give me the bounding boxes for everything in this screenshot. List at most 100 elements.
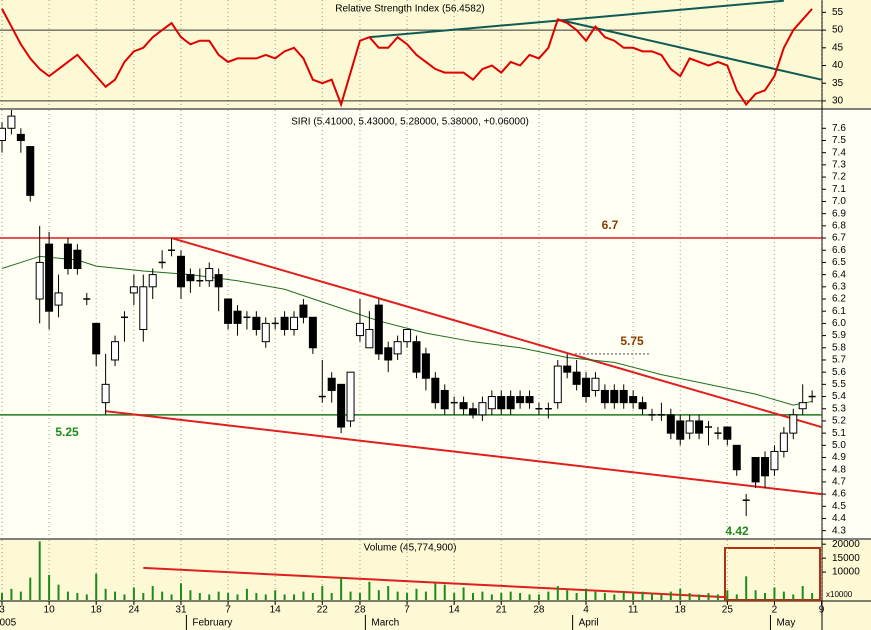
candle-body: [393, 341, 402, 355]
annotation: 5.25: [55, 425, 79, 439]
y-tick-label: 6.1: [832, 306, 846, 317]
x-tick-label: 9: [819, 605, 825, 616]
y-tick-label: 6.9: [832, 208, 846, 219]
y-tick-label: 5.2: [832, 416, 846, 427]
y-tick-label: 7.5: [832, 135, 846, 146]
candle-body: [233, 310, 242, 324]
y-tick-label: 4.6: [832, 489, 846, 500]
y-tick-label: 50: [832, 25, 844, 36]
candle-body: [421, 353, 430, 379]
candle-body: [261, 322, 270, 343]
candle-body: [431, 377, 440, 404]
y-tick-label: 5.1: [832, 428, 846, 439]
y-tick-label: 55: [832, 7, 844, 18]
candle-body: [478, 402, 487, 416]
candle-body: [497, 396, 506, 410]
candle-body: [751, 457, 760, 483]
candle-body: [129, 286, 138, 294]
annotation: 5.75: [620, 334, 644, 348]
candle-body: [35, 261, 44, 300]
candle-body: [224, 298, 233, 324]
y-tick-label: 6.0: [832, 318, 846, 329]
x-tick-label: 24: [128, 605, 140, 616]
y-tick-label: 40: [832, 60, 844, 71]
y-tick-label: 6.4: [832, 269, 846, 280]
candle-body: [695, 420, 704, 434]
trend-line: [143, 566, 728, 599]
month-label: May: [776, 618, 795, 629]
candle-body: [63, 243, 72, 270]
y-tick-label: 5.5: [832, 379, 846, 390]
candle-body: [384, 347, 393, 361]
y-tick-label: 4.9: [832, 452, 846, 463]
y-tick-label: 7.6: [832, 123, 846, 134]
x-tick-label: 2: [772, 605, 778, 616]
month-label: February: [192, 618, 232, 629]
candle-body: [685, 420, 694, 434]
x-axis-pane: [0, 602, 871, 630]
y-tick-label: 4.5: [832, 501, 846, 512]
candle-body: [111, 341, 120, 361]
candle-body: [723, 426, 732, 440]
y-tick-label: 4.3: [832, 525, 846, 536]
y-tick-label: 7.0: [832, 196, 846, 207]
candle-body: [582, 377, 591, 398]
candle-body: [280, 316, 289, 330]
y-tick-label: 5.4: [832, 391, 846, 402]
y-tick-label: 6.2: [832, 294, 846, 305]
candle-body: [186, 274, 195, 282]
candle-body: [101, 383, 110, 404]
candle-body: [412, 341, 421, 373]
candle-body: [45, 243, 54, 312]
month-label: April: [579, 618, 599, 629]
candle-body: [252, 316, 261, 330]
x-tick-label: 31: [175, 605, 187, 616]
candle-body: [563, 365, 572, 373]
candle-body: [553, 365, 562, 404]
x-tick-label: 10: [44, 605, 56, 616]
x-tick-label: 3: [0, 605, 5, 616]
y-tick-label: 5.6: [832, 367, 846, 378]
trend-line: [369, 0, 784, 39]
candle-body: [638, 402, 647, 410]
candle-body: [469, 408, 477, 416]
volume-title: Volume (45,774,900): [364, 543, 457, 554]
x-tick-label: 7: [225, 605, 231, 616]
price-title: SIRI (5.41000, 5.43000, 5.28000, 5.38000…: [291, 117, 529, 128]
y-tick-label: 30: [832, 96, 844, 107]
y-tick-label: 7.2: [832, 172, 846, 183]
candle-body: [355, 322, 364, 337]
candle-body: [92, 322, 101, 355]
candle-body: [346, 371, 355, 422]
rsi-pane: [0, 0, 871, 108]
y-tick-label: 45: [832, 42, 844, 53]
candle-body: [205, 268, 214, 282]
x-tick-label: 18: [91, 605, 103, 616]
candle-body: [761, 457, 770, 477]
y-tick-label: 5.3: [832, 403, 846, 414]
candle-body: [779, 432, 788, 452]
candle-body: [525, 396, 534, 404]
candle-body: [666, 414, 675, 434]
y-tick-label: 4.4: [832, 513, 846, 524]
annotation: 4.42: [725, 524, 749, 538]
y-tick-label: 6.5: [832, 257, 846, 268]
y-tick-label: 6.7: [832, 233, 846, 244]
x-tick-label: 14: [449, 605, 461, 616]
volume-unit: x10000: [826, 590, 853, 599]
y-tick-label: 6.8: [832, 220, 846, 231]
price-pane: [0, 110, 871, 538]
candle-body: [459, 402, 468, 410]
candle-body: [789, 414, 798, 434]
candle-body: [73, 249, 82, 270]
candle-body: [610, 389, 619, 404]
candle-body: [290, 316, 299, 330]
x-tick-label: 4: [583, 605, 589, 616]
candle-body: [299, 304, 308, 318]
candle-body: [732, 444, 741, 471]
candle-body: [440, 389, 449, 410]
candle-body: [600, 389, 609, 404]
candle-body: [139, 286, 148, 330]
x-tick-label: 7: [404, 605, 410, 616]
